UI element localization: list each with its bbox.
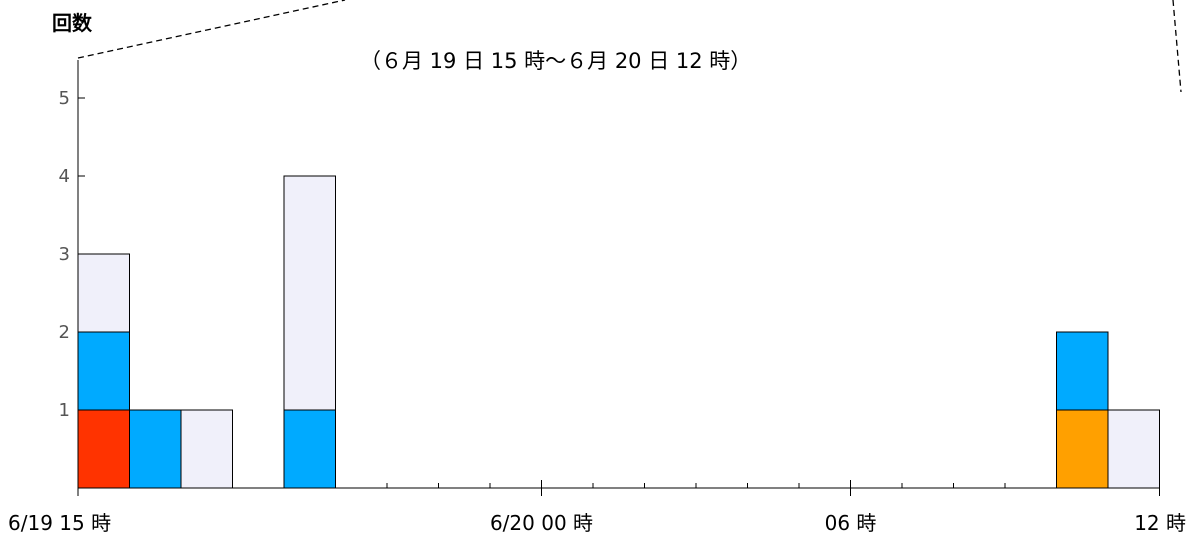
bar-segment-2-3 — [180, 409, 233, 489]
bar-segment-0-3 — [77, 253, 130, 333]
y-tick-label-2: 2 — [59, 322, 70, 343]
bars-layer — [77, 175, 1160, 489]
y-tick-label-3: 3 — [59, 244, 70, 265]
bar-segment-19-1 — [1056, 409, 1109, 489]
bar-segment-1-2 — [129, 409, 182, 489]
zoom-connector-right — [1172, 0, 1182, 93]
x-tick-label-3: 12 時 — [1134, 511, 1186, 535]
x-tick-label-2: 06 時 — [825, 511, 877, 535]
bar-segment-20-3 — [1107, 409, 1160, 489]
bar-segment-4-2 — [283, 409, 336, 489]
y-axis-label: 回数 — [52, 11, 93, 35]
bar-segment-0-0 — [77, 409, 130, 489]
y-tick-label-1: 1 — [59, 400, 70, 421]
y-tick-label-5: 5 — [59, 88, 70, 109]
y-ticks-layer: 1 2 3 4 5 — [59, 88, 85, 421]
x-tick-label-1: 6/20 00 時 — [490, 511, 593, 535]
x-ticks-layer: 6/19 15 時 6/20 00 時 06 時 12 時 — [8, 480, 1186, 535]
chart-title: （６月 19 日 15 時～６月 20 日 12 時） — [360, 49, 751, 73]
bar-segment-4-3 — [283, 175, 336, 411]
y-tick-label-4: 4 — [59, 166, 70, 187]
zoom-connector-left — [77, 0, 346, 59]
bar-segment-19-2 — [1056, 331, 1109, 411]
bar-segment-0-2 — [77, 331, 130, 411]
x-tick-label-0: 6/19 15 時 — [8, 511, 111, 535]
